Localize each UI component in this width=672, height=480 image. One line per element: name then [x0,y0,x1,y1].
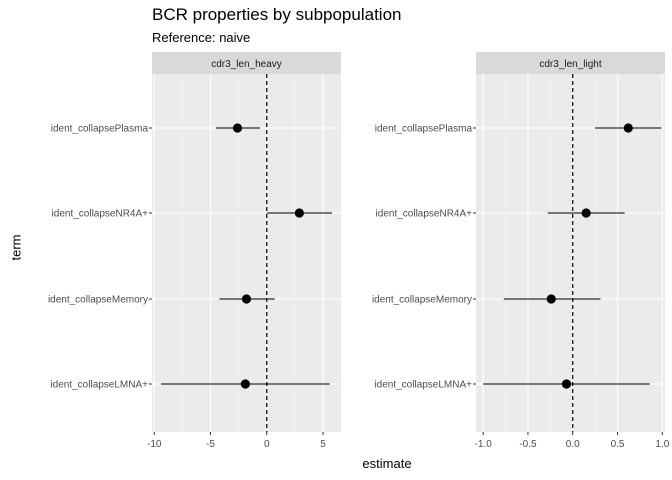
x-tick-label: -10 [147,439,162,450]
y-tick-label: ident_collapseNR4A+ [52,209,149,220]
estimate-point [546,294,556,304]
estimate-point [581,208,591,218]
y-tick-label: ident_collapseNR4A+ [376,209,473,220]
y-tick-label: ident_collapsePlasma [375,124,473,135]
x-tick-label: -1.0 [475,439,493,450]
estimate-point [240,379,250,389]
x-tick-label: 0 [264,439,270,450]
x-tick-label: -0.5 [519,439,537,450]
y-tick-label: ident_collapseMemory [48,295,148,306]
estimate-point [241,294,252,304]
estimate-point [623,123,633,133]
facet-strip [152,52,341,74]
estimate-point [232,123,243,133]
chart-title: BCR properties by subpopulation [152,5,402,24]
x-tick-label: 0.0 [566,439,580,450]
y-tick-label: ident_collapseLMNA+ [374,380,472,391]
facet-strip [476,52,665,74]
x-tick-label: 1.0 [655,439,669,450]
y-tick-label: ident_collapseMemory [372,295,472,306]
estimate-point [294,208,304,218]
estimate-point [561,379,572,389]
facet-strip-label: cdr3_len_heavy [211,59,282,70]
chart-subtitle: Reference: naive [152,30,251,45]
x-tick-label: -5 [206,439,215,450]
y-tick-label: ident_collapsePlasma [51,124,149,135]
panel-background [476,74,665,432]
facet-strip-label: cdr3_len_light [539,59,601,70]
y-tick-label: ident_collapseLMNA+ [50,380,148,391]
x-tick-label: 0.5 [611,439,625,450]
panel-background [152,74,341,432]
x-axis-label: estimate [362,456,412,471]
x-tick-label: 5 [320,439,326,450]
